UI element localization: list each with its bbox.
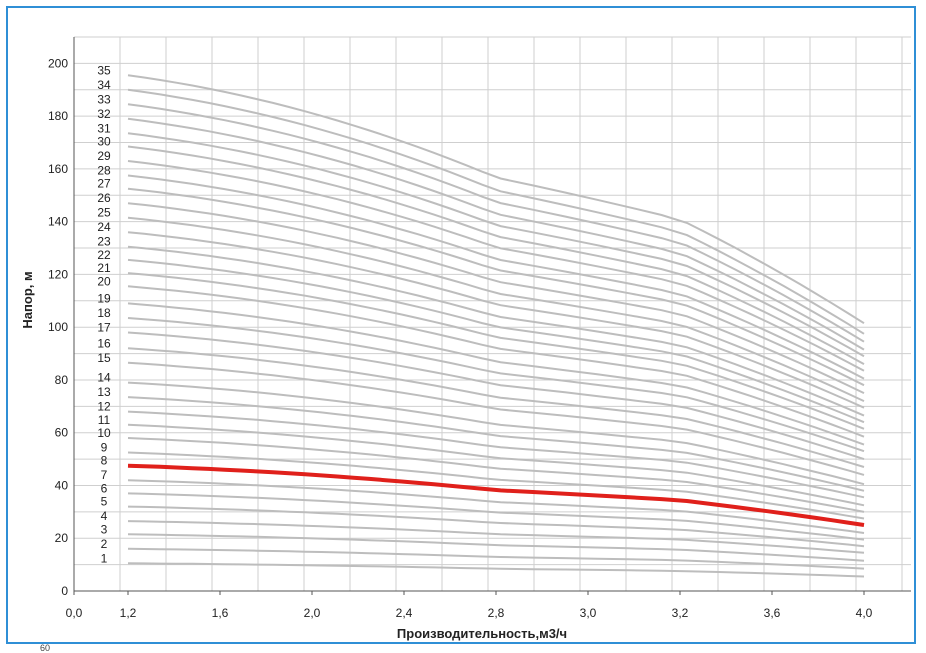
- curve: [127, 160, 865, 372]
- x-tick-label: 1,2: [120, 606, 137, 620]
- curve: [127, 479, 865, 534]
- curve-label: 21: [97, 261, 111, 275]
- curve-label: 19: [97, 291, 111, 305]
- curve-label: 17: [97, 320, 111, 334]
- curve: [127, 410, 865, 499]
- x-tick-label: 3,0: [580, 606, 597, 620]
- curve-label: 30: [97, 134, 111, 148]
- curve-label: 2: [101, 537, 108, 551]
- x-tick-label: 4,0: [856, 606, 873, 620]
- x-tick-label: 2,8: [488, 606, 505, 620]
- curve-label: 14: [97, 371, 111, 385]
- curve-label: 16: [97, 336, 111, 350]
- curve-label: 6: [101, 481, 108, 495]
- y-tick-label: 0: [61, 584, 68, 598]
- curve-label: 25: [97, 206, 111, 220]
- curve: [127, 145, 865, 365]
- curve: [127, 74, 865, 325]
- curve-label: 3: [101, 522, 108, 536]
- x-tick-label: 2,0: [304, 606, 321, 620]
- y-tick-label: 100: [48, 320, 68, 334]
- curve: [127, 302, 865, 446]
- curve-label: 5: [101, 495, 108, 509]
- curve-label: 11: [98, 413, 111, 427]
- curve: [127, 258, 865, 424]
- curve-label: 15: [97, 351, 111, 365]
- curve-label: 32: [97, 107, 111, 121]
- x-axis-title: Производительность,м3/ч: [397, 626, 567, 641]
- curve: [127, 423, 865, 507]
- curve: [127, 347, 865, 468]
- y-tick-label: 60: [55, 426, 69, 440]
- curve-label: 13: [97, 385, 111, 399]
- curve-label: 26: [97, 191, 111, 205]
- x-tick-label: 3,6: [764, 606, 781, 620]
- curve-label: 9: [101, 441, 108, 455]
- curve: [127, 132, 865, 358]
- curve: [127, 381, 865, 486]
- y-tick-label: 160: [48, 162, 68, 176]
- curve: [127, 88, 865, 335]
- y-tick-label: 40: [55, 478, 69, 492]
- curve-label: 7: [101, 468, 108, 482]
- curve-label: 1: [101, 551, 108, 565]
- curve-label: 28: [97, 164, 111, 178]
- curve-label: 18: [97, 306, 111, 320]
- curve: [127, 437, 865, 513]
- curve: [127, 245, 865, 417]
- curve: [127, 492, 865, 541]
- x-tick-label: 2,4: [396, 606, 413, 620]
- curve: [127, 505, 865, 548]
- curve: [127, 533, 865, 562]
- y-tick-label: 20: [55, 531, 69, 545]
- curve: [127, 285, 865, 438]
- curve: [127, 103, 865, 343]
- curve-label: 31: [97, 121, 111, 135]
- y-axis-ticks: 0 20 40 60 80 100 120 140 160 180 200: [48, 56, 68, 598]
- curve: [127, 562, 865, 578]
- footer-note: 60: [40, 643, 51, 653]
- curve-label: 10: [97, 426, 111, 440]
- curve-labels: 1234567891011121314151617181920212223242…: [97, 63, 111, 565]
- curve-label: 23: [97, 235, 111, 249]
- curve-label: 29: [97, 149, 111, 163]
- curve: [127, 174, 865, 380]
- curve-label: 33: [97, 92, 111, 106]
- curve-label: 35: [97, 63, 111, 77]
- x-tick-label: 0,0: [66, 606, 83, 620]
- y-tick-label: 200: [48, 56, 68, 70]
- y-tick-label: 80: [55, 373, 69, 387]
- curve: [127, 187, 865, 387]
- curve-label: 20: [97, 274, 111, 288]
- curve: [127, 361, 865, 476]
- y-tick-label: 120: [48, 267, 68, 281]
- curve: [127, 216, 865, 403]
- y-axis-title: Напор, м: [20, 271, 35, 328]
- curve-label: 4: [101, 509, 108, 523]
- curve-label: 24: [97, 220, 111, 234]
- curve-label: 34: [97, 78, 111, 92]
- y-tick-label: 140: [48, 215, 68, 229]
- curve: [127, 451, 865, 520]
- curve-label: 22: [97, 248, 111, 262]
- curve-highlighted: [127, 463, 865, 527]
- curve: [127, 202, 865, 395]
- curve: [127, 117, 865, 351]
- curve: [127, 547, 865, 570]
- x-tick-label: 1,6: [212, 606, 229, 620]
- curve: [127, 317, 865, 453]
- curve: [127, 396, 865, 492]
- x-axis-ticks: 0,0 1,2 1,6 2,0 2,4 2,8 3,0 3,2 3,6 4,0: [66, 591, 873, 620]
- curves: [127, 74, 865, 578]
- curve: [127, 331, 865, 461]
- curve: [127, 231, 865, 409]
- y-tick-label: 180: [48, 109, 68, 123]
- x-tick-label: 3,2: [672, 606, 689, 620]
- curve-label: 12: [97, 400, 111, 414]
- curve-label: 27: [97, 177, 111, 191]
- curve-label: 8: [101, 454, 108, 468]
- curve: [127, 520, 865, 554]
- curve: [127, 272, 865, 430]
